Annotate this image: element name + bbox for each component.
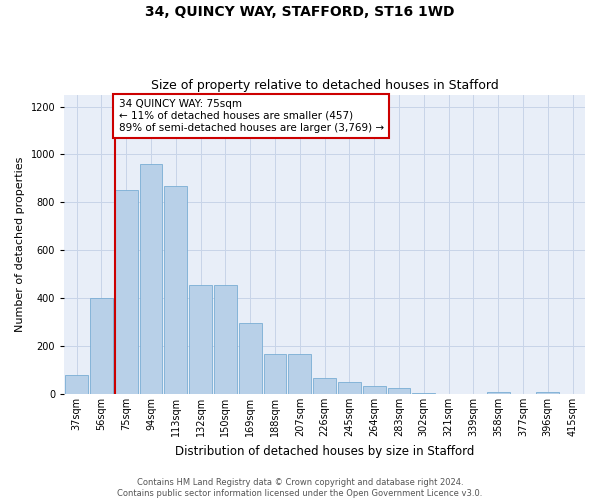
Bar: [313, 378, 336, 394]
Bar: [189, 285, 212, 394]
Bar: [412, 393, 435, 394]
Bar: [263, 354, 286, 394]
Bar: [164, 186, 187, 394]
X-axis label: Distribution of detached houses by size in Stafford: Distribution of detached houses by size …: [175, 444, 474, 458]
Bar: [536, 392, 559, 394]
Bar: [338, 382, 361, 394]
Text: 34 QUINCY WAY: 75sqm
← 11% of detached houses are smaller (457)
89% of semi-deta: 34 QUINCY WAY: 75sqm ← 11% of detached h…: [119, 100, 383, 132]
Bar: [487, 392, 509, 394]
Title: Size of property relative to detached houses in Stafford: Size of property relative to detached ho…: [151, 79, 499, 92]
Bar: [289, 354, 311, 394]
Bar: [115, 190, 137, 394]
Bar: [90, 298, 113, 394]
Bar: [140, 164, 163, 394]
Bar: [65, 375, 88, 394]
Bar: [388, 388, 410, 394]
Y-axis label: Number of detached properties: Number of detached properties: [15, 156, 25, 332]
Bar: [214, 285, 237, 394]
Text: Contains HM Land Registry data © Crown copyright and database right 2024.
Contai: Contains HM Land Registry data © Crown c…: [118, 478, 482, 498]
Bar: [363, 386, 386, 394]
Bar: [239, 324, 262, 394]
Text: 34, QUINCY WAY, STAFFORD, ST16 1WD: 34, QUINCY WAY, STAFFORD, ST16 1WD: [145, 5, 455, 19]
